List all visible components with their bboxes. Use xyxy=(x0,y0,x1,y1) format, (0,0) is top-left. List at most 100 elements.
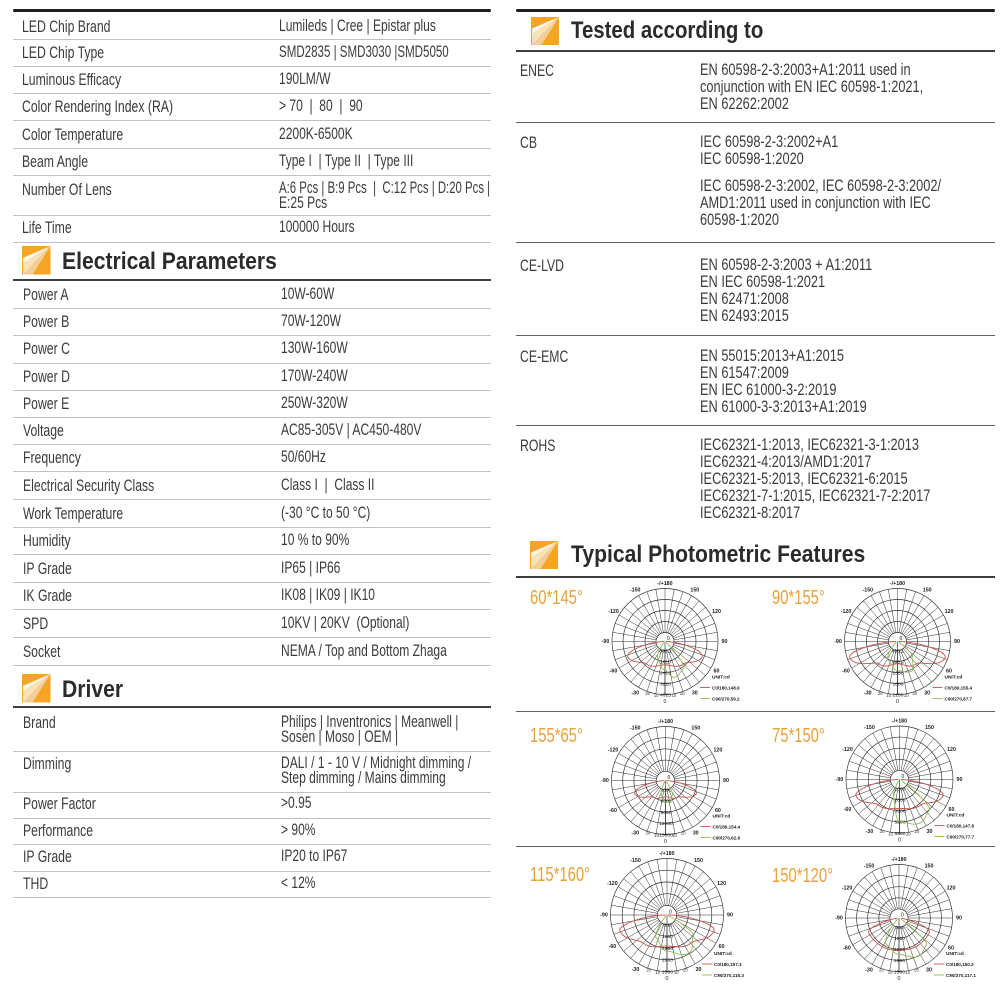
svg-text:500: 500 xyxy=(895,925,903,931)
svg-text:0: 0 xyxy=(898,976,901,982)
svg-text:-/+180: -/+180 xyxy=(657,581,672,587)
svg-text:30: 30 xyxy=(927,829,933,835)
svg-text:-120: -120 xyxy=(841,609,852,615)
svg-text:90: 90 xyxy=(727,912,733,918)
svg-text:UNIT:cd: UNIT:cd xyxy=(713,814,731,820)
svg-text:-150: -150 xyxy=(862,587,873,593)
svg-text:10: 10 xyxy=(655,970,660,975)
svg-text:-120: -120 xyxy=(608,748,619,754)
svg-text:C90/270,115.3: C90/270,115.3 xyxy=(714,973,744,978)
svg-text:UNIT:cd: UNIT:cd xyxy=(712,675,730,681)
svg-text:1800: 1800 xyxy=(893,681,904,687)
svg-text:30: 30 xyxy=(693,830,699,836)
svg-text:20: 20 xyxy=(912,691,917,696)
svg-text:3220: 3220 xyxy=(660,681,671,687)
svg-text:120: 120 xyxy=(713,748,722,754)
svg-text:-150: -150 xyxy=(864,863,875,869)
svg-text:C0/180,148.9: C0/180,148.9 xyxy=(712,686,740,691)
svg-text:2250: 2250 xyxy=(893,692,904,698)
svg-text:9000: 9000 xyxy=(661,810,672,816)
svg-text:-/+180: -/+180 xyxy=(658,719,673,725)
svg-text:10: 10 xyxy=(906,831,911,836)
svg-text:60: 60 xyxy=(948,945,954,951)
svg-text:0: 0 xyxy=(664,699,667,705)
svg-text:20: 20 xyxy=(878,691,883,696)
svg-text:60: 60 xyxy=(946,669,952,675)
svg-text:90: 90 xyxy=(957,777,963,783)
svg-text:15000: 15000 xyxy=(659,832,673,838)
svg-text:-60: -60 xyxy=(842,669,850,675)
svg-text:150: 150 xyxy=(690,587,699,593)
svg-text:60: 60 xyxy=(949,807,955,813)
svg-text:120: 120 xyxy=(947,747,956,753)
svg-text:2600: 2600 xyxy=(895,798,906,804)
svg-text:1500: 1500 xyxy=(662,946,673,952)
svg-text:120: 120 xyxy=(945,609,954,615)
svg-text:-90: -90 xyxy=(836,777,844,783)
svg-text:12000: 12000 xyxy=(659,821,673,827)
svg-text:6500: 6500 xyxy=(895,831,906,837)
svg-text:6000: 6000 xyxy=(661,799,672,805)
svg-text:-150: -150 xyxy=(630,858,641,864)
svg-text:10: 10 xyxy=(904,693,909,698)
svg-text:20: 20 xyxy=(879,968,884,973)
svg-text:10: 10 xyxy=(905,970,910,975)
svg-text:-150: -150 xyxy=(630,587,641,593)
svg-text:C0/180,154.4: C0/180,154.4 xyxy=(713,825,741,830)
svg-text:0: 0 xyxy=(900,636,903,642)
svg-text:2415: 2415 xyxy=(660,670,671,676)
svg-text:1000: 1000 xyxy=(894,936,905,942)
svg-text:-30: -30 xyxy=(632,967,640,973)
svg-text:2000: 2000 xyxy=(894,958,905,964)
svg-text:805.1: 805.1 xyxy=(659,648,672,654)
svg-text:20: 20 xyxy=(646,968,651,973)
svg-text:-/+180: -/+180 xyxy=(890,581,905,587)
svg-text:C90/270,77.7: C90/270,77.7 xyxy=(947,835,975,840)
svg-text:C90/270,59.2: C90/270,59.2 xyxy=(712,697,740,702)
svg-text:2000: 2000 xyxy=(662,958,673,964)
svg-text:150: 150 xyxy=(691,726,700,732)
svg-text:C90/270,117.1: C90/270,117.1 xyxy=(946,973,976,978)
svg-text:20: 20 xyxy=(645,691,650,696)
svg-text:10: 10 xyxy=(654,833,659,838)
svg-text:C90/270,87.7: C90/270,87.7 xyxy=(945,697,973,702)
svg-text:0: 0 xyxy=(898,838,901,844)
svg-text:0: 0 xyxy=(664,839,667,845)
svg-text:60: 60 xyxy=(715,808,721,814)
svg-text:10: 10 xyxy=(674,970,679,975)
svg-text:1350: 1350 xyxy=(893,670,904,676)
svg-text:-/+180: -/+180 xyxy=(891,857,906,863)
svg-text:4025: 4025 xyxy=(660,692,671,698)
svg-text:-150: -150 xyxy=(630,726,641,732)
svg-text:1300: 1300 xyxy=(895,786,906,792)
svg-text:20: 20 xyxy=(914,968,919,973)
svg-text:60: 60 xyxy=(719,944,725,950)
svg-text:150: 150 xyxy=(925,863,934,869)
svg-text:10: 10 xyxy=(672,833,677,838)
svg-text:500: 500 xyxy=(663,922,671,928)
svg-text:UNIT:cd: UNIT:cd xyxy=(945,675,963,681)
svg-text:150: 150 xyxy=(923,587,932,593)
svg-text:90: 90 xyxy=(722,639,728,645)
svg-text:-60: -60 xyxy=(843,945,851,951)
svg-text:30: 30 xyxy=(692,690,698,696)
svg-text:-60: -60 xyxy=(844,807,852,813)
svg-text:10: 10 xyxy=(654,693,659,698)
svg-text:900.2: 900.2 xyxy=(892,659,905,665)
svg-text:450.1: 450.1 xyxy=(892,648,905,654)
svg-text:1610: 1610 xyxy=(660,659,671,665)
svg-text:-120: -120 xyxy=(842,747,853,753)
svg-text:0: 0 xyxy=(902,774,905,780)
svg-text:0: 0 xyxy=(901,913,904,919)
svg-text:150: 150 xyxy=(694,858,703,864)
svg-text:20: 20 xyxy=(915,829,920,834)
svg-text:120: 120 xyxy=(712,609,721,615)
svg-text:2500: 2500 xyxy=(662,969,673,975)
svg-text:2500: 2500 xyxy=(894,969,905,975)
svg-text:-60: -60 xyxy=(610,669,618,675)
svg-text:C0/180,157.3: C0/180,157.3 xyxy=(714,962,742,967)
svg-text:-150: -150 xyxy=(864,725,875,731)
svg-text:5200: 5200 xyxy=(895,820,906,826)
svg-text:UNIT:cd: UNIT:cd xyxy=(714,951,732,957)
svg-text:-90: -90 xyxy=(600,912,608,918)
